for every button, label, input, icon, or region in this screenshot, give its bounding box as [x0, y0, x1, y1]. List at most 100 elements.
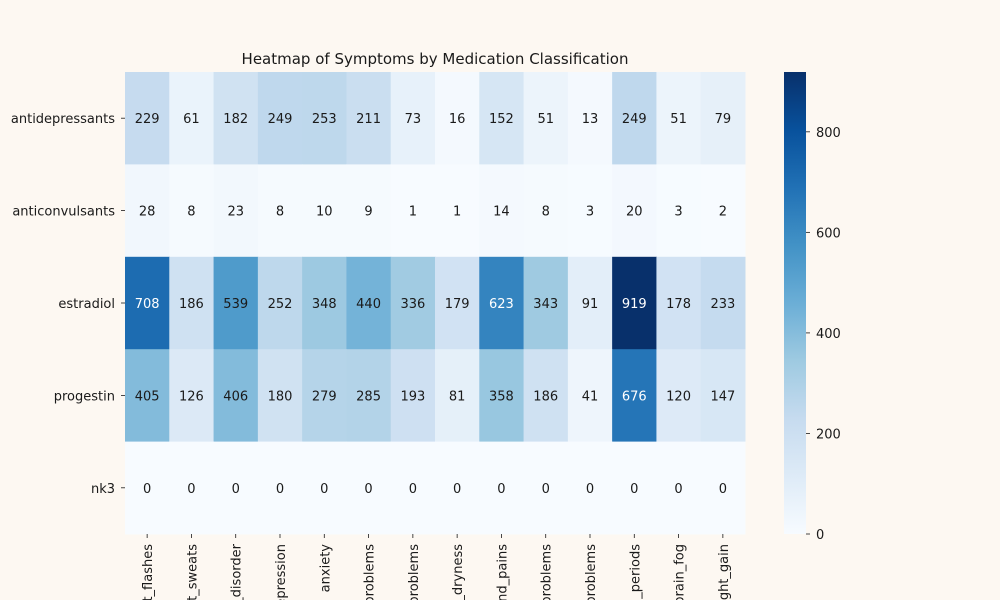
heatmap-cell	[612, 72, 657, 165]
cell-value-label: 73	[405, 112, 422, 127]
cell-value-label: 81	[449, 389, 466, 404]
cell-value-label: 91	[582, 297, 599, 312]
column-label: problems	[540, 544, 555, 600]
cell-value-label: 10	[316, 205, 333, 220]
cell-value-label: 0	[364, 482, 372, 497]
cell-value-label: 348	[312, 297, 337, 312]
cell-value-label: 539	[223, 297, 248, 312]
cell-value-label: 61	[183, 112, 200, 127]
heatmap-cell	[656, 256, 702, 350]
heatmap-cell	[523, 164, 569, 258]
cell-value-label: 253	[312, 112, 337, 127]
heatmap-cell	[523, 349, 569, 443]
cell-value-label: 0	[542, 482, 550, 497]
colorbar-tick-label: 400	[816, 327, 841, 342]
cell-value-label: 2	[719, 205, 727, 220]
column-label: epression	[274, 544, 289, 600]
heatmap-cell	[125, 72, 170, 165]
cell-value-label: 186	[533, 389, 558, 404]
heatmap-cell	[125, 164, 170, 258]
row-label: progestin	[54, 389, 115, 404]
colorbar-tick-label: 0	[816, 528, 824, 543]
cell-value-label: 211	[356, 112, 381, 127]
heatmap-cell	[700, 72, 746, 165]
cell-value-label: 440	[356, 297, 381, 312]
heatmap-cell	[390, 164, 436, 258]
column-label: problems	[584, 544, 599, 600]
heatmap-cell	[346, 349, 392, 443]
heatmap-cell	[390, 72, 436, 165]
cell-value-label: 623	[489, 297, 514, 312]
cell-value-label: 8	[542, 205, 550, 220]
column-label: prain_fog	[673, 544, 688, 600]
heatmap-cell	[435, 72, 480, 165]
heatmap-cell	[346, 256, 392, 350]
cell-value-label: 3	[674, 205, 682, 220]
heatmap-cell	[169, 256, 215, 350]
heatmap-cell	[302, 72, 347, 165]
column-label: t_sweats	[185, 544, 200, 600]
heatmap-cell	[700, 349, 746, 443]
heatmap-cell	[656, 164, 702, 258]
cell-value-label: 51	[537, 112, 554, 127]
cell-value-label: 343	[533, 297, 558, 312]
heatmap-cell	[257, 349, 303, 443]
heatmap-cell	[302, 164, 347, 258]
column-label: anxiety	[318, 544, 333, 593]
heatmap-cell	[567, 441, 613, 535]
column-label: ght_gain	[717, 544, 732, 600]
cell-value-label: 0	[674, 482, 682, 497]
heatmap-cell	[346, 441, 392, 535]
cell-value-label: 120	[666, 389, 691, 404]
heatmap-cell	[656, 441, 702, 535]
column-label: problems	[363, 544, 378, 600]
cell-value-label: 919	[622, 297, 647, 312]
cell-value-label: 358	[489, 389, 514, 404]
cell-value-label: 0	[409, 482, 417, 497]
heatmap-cell	[169, 441, 215, 535]
cell-value-label: 186	[179, 297, 204, 312]
cell-value-label: 252	[268, 297, 293, 312]
cell-value-label: 179	[445, 297, 470, 312]
heatmap-cell	[302, 256, 347, 350]
cell-value-label: 182	[223, 112, 248, 127]
heatmap-cell	[479, 441, 525, 535]
heatmap-cell	[169, 72, 215, 165]
cell-value-label: 178	[666, 297, 691, 312]
chart-title: Heatmap of Symptoms by Medication Classi…	[242, 50, 629, 68]
cell-value-label: 152	[489, 112, 514, 127]
cell-value-label: 233	[710, 297, 735, 312]
cell-value-label: 0	[320, 482, 328, 497]
cell-value-label: 708	[135, 297, 160, 312]
column-label: _dryness	[451, 544, 466, 600]
heatmap-cell	[302, 349, 347, 443]
column-label: _periods	[628, 544, 643, 600]
cell-value-label: 193	[400, 389, 425, 404]
heatmap-cell	[390, 441, 436, 535]
heatmap-cell	[523, 256, 569, 350]
heatmap-cell	[567, 164, 613, 258]
heatmap-cell	[656, 349, 702, 443]
cell-value-label: 3	[586, 205, 594, 220]
cell-value-label: 0	[630, 482, 638, 497]
column-label: nd_pains	[495, 544, 510, 600]
cell-value-label: 51	[670, 112, 687, 127]
heatmap-cell	[700, 441, 746, 535]
cell-value-label: 9	[364, 205, 372, 220]
heatmap-cell	[435, 349, 480, 443]
cell-value-label: 676	[622, 389, 647, 404]
heatmap-cell	[435, 441, 480, 535]
colorbar-tick-label: 200	[816, 427, 841, 442]
heatmap-cell	[567, 349, 613, 443]
cell-value-label: 249	[622, 112, 647, 127]
heatmap-cell	[567, 72, 613, 165]
cell-value-label: 285	[356, 389, 381, 404]
heatmap-cell	[390, 256, 436, 350]
heatmap-cell	[213, 441, 259, 535]
cell-value-label: 13	[582, 112, 599, 127]
colorbar-ticks: 0 200 400 600 800	[806, 126, 841, 543]
cell-value-label: 336	[400, 297, 425, 312]
heatmap-cell	[612, 256, 657, 350]
